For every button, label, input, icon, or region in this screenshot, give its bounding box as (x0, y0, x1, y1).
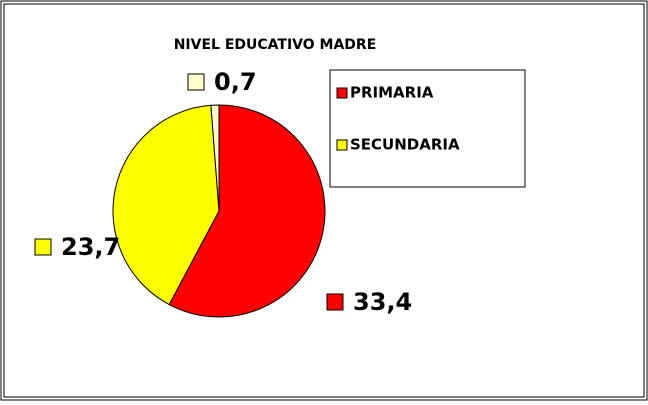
pie-slice (112, 104, 220, 306)
label-swatch (326, 293, 344, 311)
value-label: 23,7 (61, 233, 120, 261)
value-label: 33,4 (353, 288, 412, 316)
label-swatch (187, 73, 205, 91)
pie-slice (210, 104, 220, 212)
legend-label: PRIMARIA (350, 84, 434, 102)
legend-swatch (336, 87, 348, 99)
chart-title: NIVEL EDUCATIVO MADRE (174, 37, 377, 53)
inner-border (3, 3, 645, 398)
legend-label: SECUNDARIA (350, 136, 460, 154)
pie-slice (168, 104, 326, 318)
label-swatch (34, 238, 52, 256)
value-label: 0,7 (214, 68, 257, 96)
legend-swatch (336, 139, 348, 151)
legend-box (329, 69, 526, 188)
